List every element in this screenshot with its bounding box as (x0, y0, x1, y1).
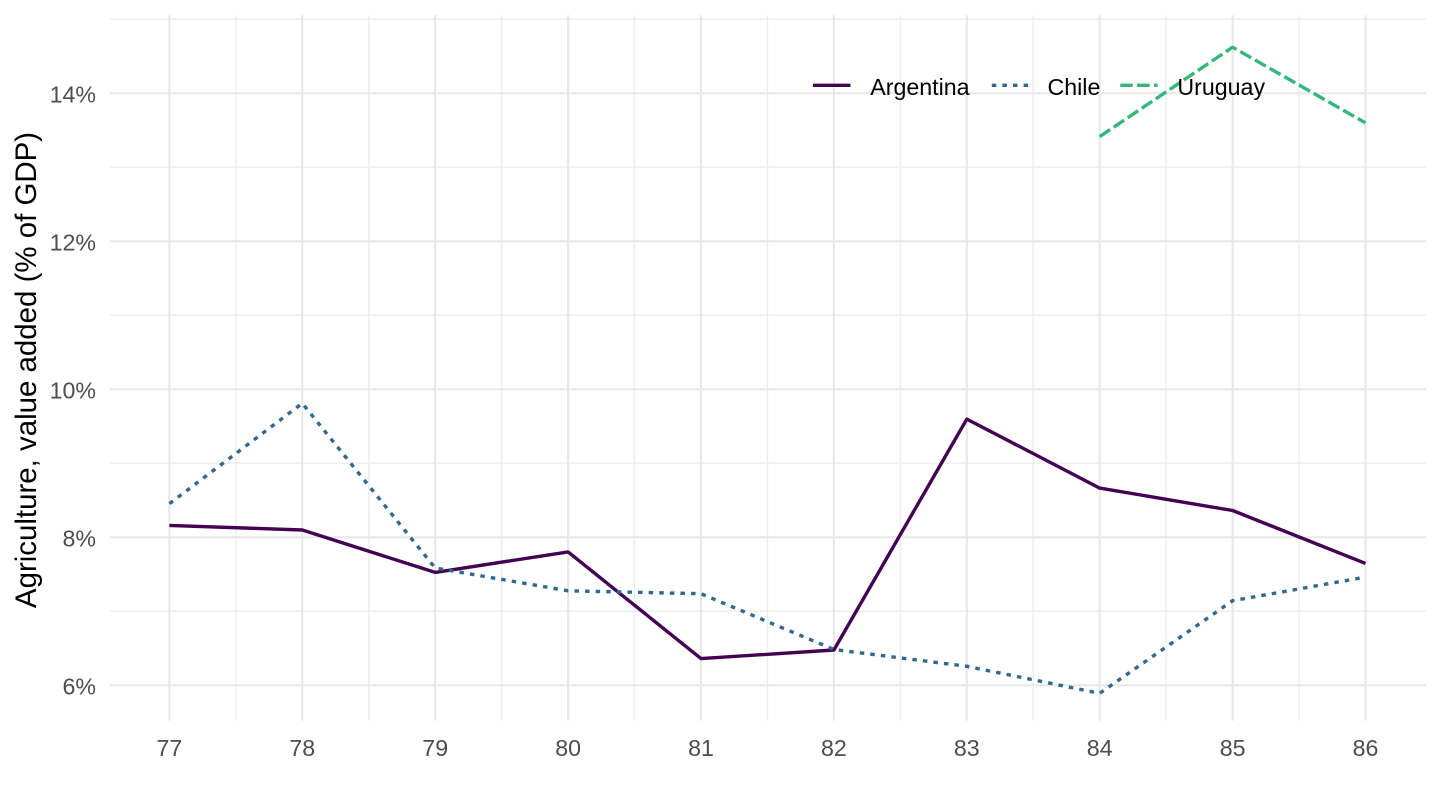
svg-text:79: 79 (422, 735, 448, 761)
svg-text:77: 77 (157, 735, 183, 761)
svg-text:86: 86 (1353, 735, 1379, 761)
svg-text:14%: 14% (50, 82, 96, 108)
svg-text:84: 84 (1087, 735, 1113, 761)
svg-text:80: 80 (555, 735, 581, 761)
svg-text:Chile: Chile (1048, 74, 1101, 100)
svg-text:6%: 6% (62, 674, 96, 700)
svg-text:Uruguay: Uruguay (1177, 74, 1265, 100)
svg-text:85: 85 (1220, 735, 1246, 761)
svg-text:Argentina: Argentina (870, 74, 969, 100)
svg-text:83: 83 (954, 735, 980, 761)
svg-text:10%: 10% (50, 378, 96, 404)
svg-text:Agriculture, value added (% of: Agriculture, value added (% of GDP) (10, 132, 43, 608)
svg-text:82: 82 (821, 735, 847, 761)
svg-text:12%: 12% (50, 230, 96, 256)
svg-text:8%: 8% (62, 526, 96, 552)
svg-text:81: 81 (688, 735, 714, 761)
svg-text:78: 78 (289, 735, 315, 761)
